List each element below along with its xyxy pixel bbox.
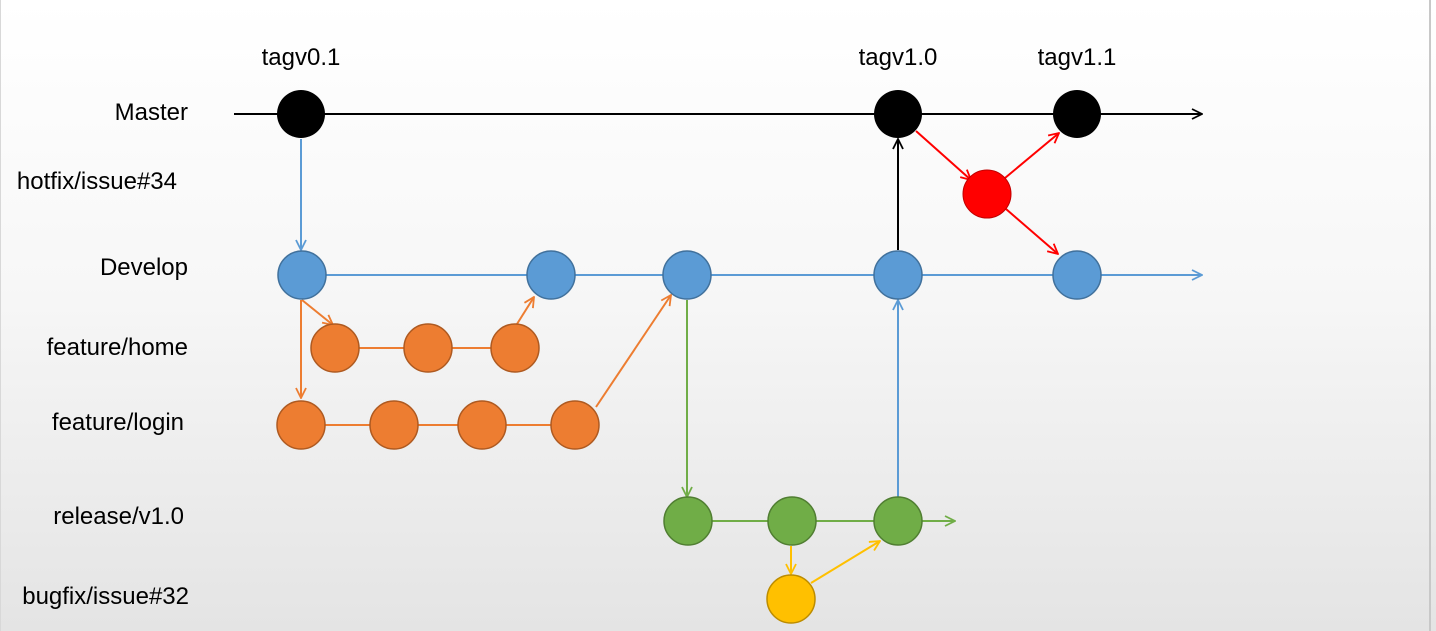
feature-login-commit xyxy=(457,400,507,450)
branch-label-feature-login: feature/login xyxy=(52,409,184,436)
master-commit-v10 xyxy=(874,90,922,138)
release-commit xyxy=(663,496,713,546)
feature-home-commit xyxy=(403,323,453,373)
develop-commit xyxy=(662,250,712,300)
develop-commit xyxy=(277,250,327,300)
feature-home-merge-arrow xyxy=(516,297,534,325)
branch-label-feature-home: feature/home xyxy=(47,334,188,361)
bugfix-commit xyxy=(766,574,816,624)
feature-login-commit xyxy=(369,400,419,450)
branch-label-master: Master xyxy=(115,99,188,126)
release-commit xyxy=(873,496,923,546)
master-commit-v01 xyxy=(277,90,325,138)
feature-home-commit xyxy=(490,323,540,373)
tag-label-v01: tagv0.1 xyxy=(262,44,341,71)
feature-login-commit xyxy=(276,400,326,450)
feature-login-merge-arrow xyxy=(595,295,671,408)
hotfix-to-master-arrow xyxy=(1004,133,1059,179)
hotfix-to-develop-arrow xyxy=(1005,208,1058,254)
develop-to-feature-home-arrow xyxy=(301,299,333,325)
develop-commit xyxy=(1052,250,1102,300)
branch-label-release: release/v1.0 xyxy=(53,503,184,530)
hotfix-commit xyxy=(962,169,1012,219)
release-commit xyxy=(767,496,817,546)
branch-label-bugfix: bugfix/issue#32 xyxy=(22,583,189,610)
right-edge-rule xyxy=(1429,0,1431,631)
master-to-hotfix-arrow xyxy=(915,130,971,180)
feature-login-commit xyxy=(550,400,600,450)
tag-label-v11: tagv1.1 xyxy=(1038,44,1117,71)
master-commit-v11 xyxy=(1053,90,1101,138)
tag-label-v10: tagv1.0 xyxy=(859,44,938,71)
left-edge-rule xyxy=(0,0,1,631)
branch-label-develop: Develop xyxy=(100,254,188,281)
branch-label-hotfix: hotfix/issue#34 xyxy=(17,168,177,195)
feature-home-commit xyxy=(310,323,360,373)
develop-commit xyxy=(526,250,576,300)
develop-commit xyxy=(873,250,923,300)
bugfix-merge-arrow xyxy=(810,541,880,584)
